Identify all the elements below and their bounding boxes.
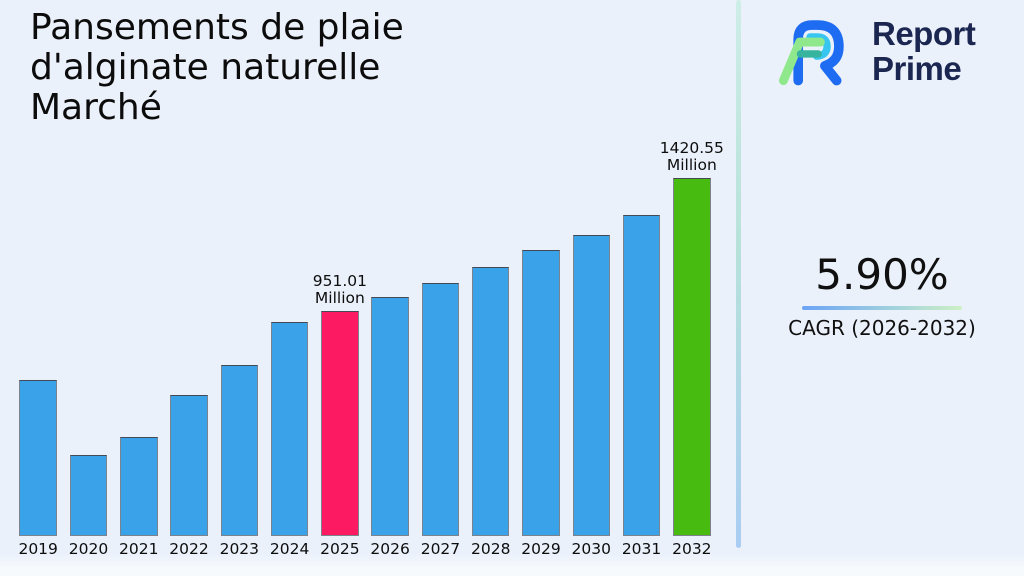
bar-2032 — [673, 177, 711, 536]
x-tick-2022: 2022 — [169, 540, 209, 558]
market-bar-chart: Pansements de plaie d'alginate naturelle M… — [18, 7, 723, 559]
bar-2028 — [471, 267, 510, 536]
bar-2023 — [220, 365, 259, 536]
chart-title: Pansements de plaie d'alginate naturelle M… — [30, 7, 404, 128]
bar-2020 — [69, 454, 108, 536]
cagr-block: 5.90% CAGR (2026-2032) — [740, 252, 1024, 340]
x-tick-2020: 2020 — [68, 540, 109, 558]
bar-2025 — [321, 310, 359, 536]
x-tick-2028: 2028 — [470, 540, 511, 558]
report-prime-logo-icon — [778, 20, 844, 86]
bar-2019 — [19, 379, 57, 536]
bar-2029 — [522, 250, 560, 536]
x-tick-2026: 2026 — [370, 540, 410, 558]
bottom-fade — [0, 554, 1024, 576]
bar-2027 — [421, 282, 460, 536]
report-prime-logo-text: Report Prime — [872, 15, 976, 87]
x-tick-2021: 2021 — [119, 540, 159, 558]
bar-2021 — [120, 437, 158, 536]
x-tick-2024: 2024 — [269, 540, 310, 558]
x-tick-2025: 2025 — [320, 540, 360, 558]
cagr-underline — [802, 306, 962, 310]
cagr-value: 5.90% — [815, 250, 949, 299]
x-tick-2030: 2030 — [571, 540, 611, 558]
bar-value-label-2025: 951.01 Million — [312, 271, 367, 307]
x-tick-2029: 2029 — [521, 540, 561, 558]
x-tick-2019: 2019 — [18, 540, 58, 558]
cagr-label: CAGR (2026-2032) — [788, 315, 976, 340]
bar-value-label-2032: 1420.55 Million — [659, 138, 724, 174]
report-prime-logo: Report Prime — [776, 12, 976, 90]
bar-2030 — [572, 235, 611, 536]
x-tick-2032: 2032 — [672, 540, 712, 558]
bar-2026 — [371, 297, 409, 536]
bar-2024 — [270, 322, 309, 536]
bar-2022 — [170, 394, 208, 536]
x-tick-2023: 2023 — [219, 540, 260, 558]
x-tick-2031: 2031 — [621, 540, 662, 558]
panel-divider — [736, 0, 741, 548]
bar-2031 — [622, 214, 661, 536]
x-tick-2027: 2027 — [420, 540, 461, 558]
